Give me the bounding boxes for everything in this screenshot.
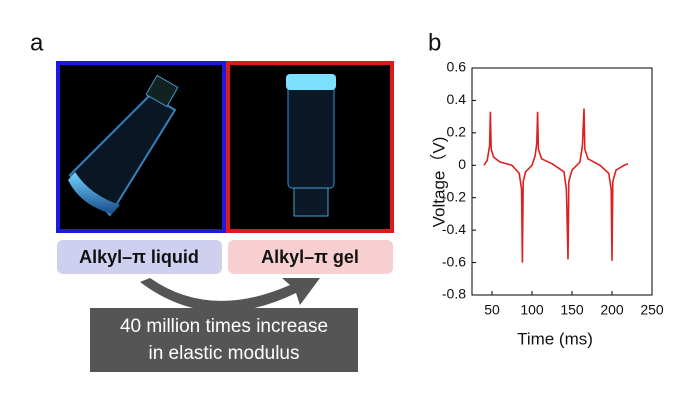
y-tick-label: 0 [458, 156, 466, 172]
voltage-line [483, 108, 629, 263]
gel-vial [286, 74, 336, 217]
x-tick-label: 100 [520, 302, 544, 318]
panel-label: b [428, 29, 441, 56]
note-box [90, 308, 358, 372]
liquid-label-box [57, 240, 222, 274]
x-tick-label: 50 [484, 302, 500, 318]
y-tick-label: -0.6 [442, 253, 466, 269]
y-tick-label: -0.2 [442, 188, 466, 204]
panel-label: a [30, 29, 44, 56]
y-tick-label: 0.4 [447, 91, 467, 107]
x-tick-label: 200 [600, 302, 624, 318]
y-axis-title: Voltage（V) [429, 137, 448, 228]
gel-label-box [228, 240, 393, 274]
liquid-vial [68, 74, 179, 217]
y-tick-label: -0.4 [442, 221, 466, 237]
note-line: in elastic modulus [148, 343, 299, 364]
liquid-label: Alkyl–π liquid [79, 247, 199, 267]
y-tick-label: 0.2 [447, 124, 467, 140]
x-tick-label: 250 [640, 302, 664, 318]
note-line: 40 million times increase [120, 316, 328, 337]
x-tick-label: 150 [560, 302, 584, 318]
y-tick-label: 0.6 [447, 59, 467, 75]
plot-frame [471, 67, 653, 296]
gel-label: Alkyl–π gel [261, 247, 359, 267]
y-tick-label: -0.8 [442, 286, 466, 302]
arrow [140, 278, 320, 312]
x-axis-title: Time (ms) [517, 329, 593, 348]
